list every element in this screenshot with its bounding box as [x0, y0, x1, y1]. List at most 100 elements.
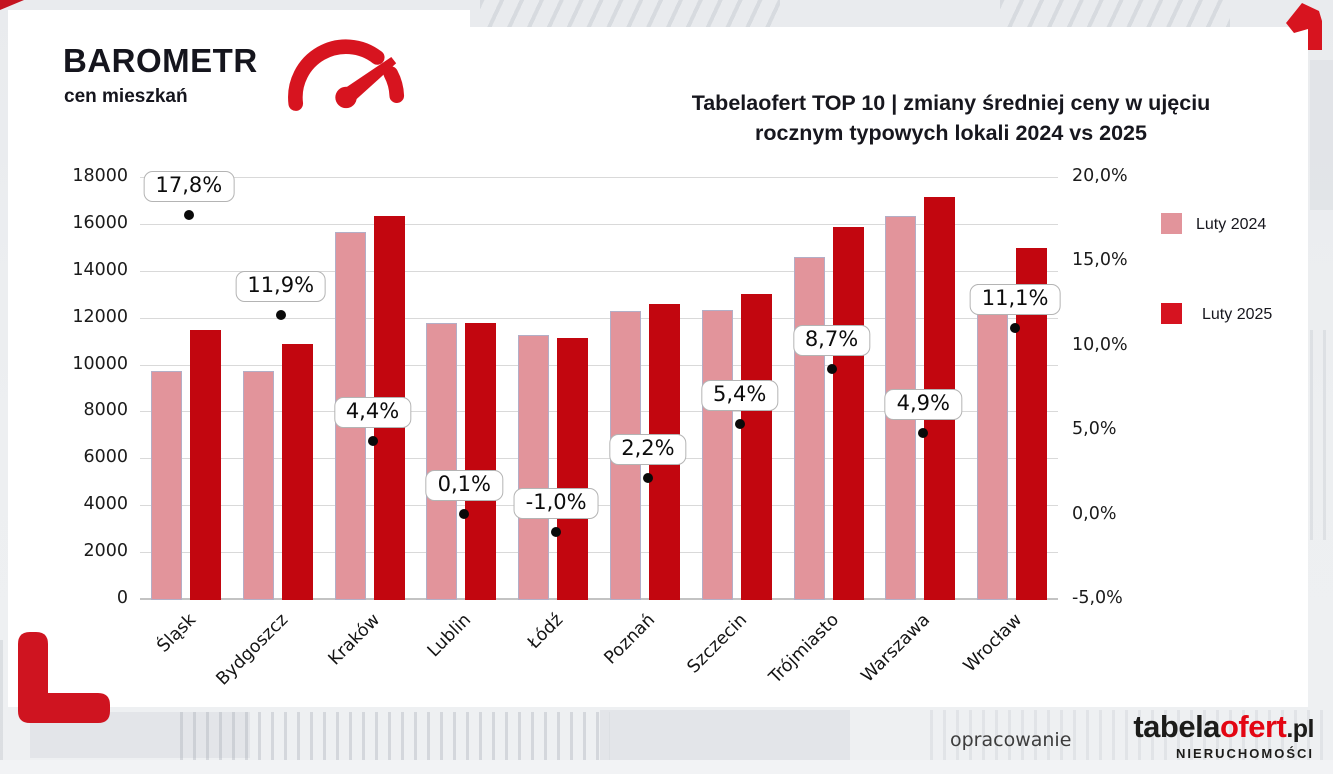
change-label-śląsk: 17,8%: [143, 171, 235, 203]
gridline: [140, 317, 1058, 319]
gridline: [140, 270, 1058, 272]
change-marker-lublin: [459, 508, 470, 519]
barometer-gauge-icon: [288, 39, 405, 111]
gridline: [140, 364, 1058, 366]
y-axis-right-tick-label: 0,0%: [1072, 503, 1117, 524]
background-buildings: [480, 0, 780, 27]
red-corner-decoration: [0, 0, 24, 10]
legend-swatch-2024: [1161, 213, 1182, 234]
bar-2025-szczecin: [740, 294, 772, 600]
change-marker-warszawa: [918, 427, 929, 438]
gridline: [140, 458, 1058, 460]
bar-2024-wrocław: [977, 283, 1009, 600]
logo-nieruchomosci: NIERUCHOMOŚCI: [1176, 746, 1314, 761]
brand-subtitle: cen mieszkań: [64, 86, 188, 107]
y-axis-right-tick-label: 15,0%: [1072, 250, 1128, 271]
y-axis-tick-label: 14000: [72, 259, 128, 280]
change-marker-kraków: [367, 436, 378, 447]
change-label-warszawa: 4,9%: [884, 388, 962, 420]
x-axis-label-warszawa: Warszawa: [857, 610, 935, 687]
background-buildings: [0, 640, 8, 770]
background-buildings: [1000, 0, 1230, 27]
background-buildings: [0, 760, 1333, 774]
legend-label-2024: Luty 2024: [1196, 216, 1267, 233]
red-l-decoration: [18, 632, 110, 723]
change-marker-szczecin: [734, 419, 745, 430]
bar-2025-łódź: [557, 337, 589, 600]
chart-title-line1: Tabelaofert TOP 10 | zmiany średniej cen…: [691, 91, 1211, 115]
tabelaofert-logo: tabelaofert.pl NIERUCHOMOŚCI: [1088, 709, 1314, 761]
change-marker-śląsk: [183, 210, 194, 221]
y-axis-right-tick-label: 5,0%: [1072, 419, 1117, 440]
red-arrow-decoration: [1286, 3, 1322, 50]
change-label-lublin: 0,1%: [425, 469, 503, 501]
bar-2025-bydgoszcz: [281, 343, 313, 600]
x-axis-label-wrocław: Wrocław: [959, 610, 1027, 677]
footer-credit: opracowanie: [950, 729, 1072, 751]
x-axis-label-bydgoszcz: Bydgoszcz: [212, 610, 292, 690]
bar-2024-śląsk: [150, 370, 182, 600]
background-buildings: [1310, 60, 1333, 210]
logo-ofert: ofert: [1219, 709, 1287, 744]
x-axis-label-szczecin: Szczecin: [683, 610, 751, 678]
y-axis-right-tick-label: 20,0%: [1072, 166, 1128, 186]
change-marker-trójmiasto: [826, 363, 837, 374]
y-axis-tick-label: 12000: [72, 306, 128, 327]
x-axis: Śląsk Bydgoszcz Kraków Lublin Łódź Poznań Szcz…: [140, 610, 1058, 710]
y-axis-tick-label: 0: [116, 588, 128, 608]
y-axis-left: 0 2000 4000 6000 8000 10000 12000 14000 16000 180…: [0, 166, 128, 608]
change-label-poznań: 2,2%: [609, 434, 687, 466]
y-axis-right: 20,0% 15,0% 10,0% 5,0% 0,0% -5,0%: [1072, 166, 1162, 608]
x-axis-label-łódź: Łódź: [524, 610, 568, 654]
legend-label-2025: Luty 2025: [1202, 306, 1273, 323]
gridline: [140, 505, 1058, 507]
logo-tabela: tabela: [1133, 709, 1220, 744]
bar-2025-śląsk: [189, 329, 221, 600]
bar-2025-trójmiasto: [832, 226, 864, 600]
y-axis-tick-label: 2000: [83, 541, 128, 562]
chart-title-line2: rocznym typowych lokali 2024 vs 2025: [755, 121, 1147, 145]
gridline: [140, 552, 1058, 554]
logo-pl: .pl: [1286, 715, 1314, 743]
plot-area: 17,8% 11,9% 4,4% 0,1% -1,0% 2,2% 5,4% 8,7% 4,9% 1…: [140, 171, 1061, 600]
change-label-łódź: -1,0%: [513, 488, 599, 520]
y-axis-tick-label: 10000: [72, 353, 128, 374]
legend-swatch-2025: [1161, 303, 1182, 324]
y-axis-right-tick-label: 10,0%: [1072, 334, 1128, 355]
change-marker-bydgoszcz: [275, 309, 286, 320]
chart-card: [8, 10, 470, 30]
change-label-bydgoszcz: 11,9%: [235, 270, 327, 302]
bar-2024-lublin: [426, 323, 458, 600]
background-buildings: [1310, 330, 1333, 540]
bar-2025-lublin: [465, 323, 497, 600]
bar-2024-szczecin: [701, 310, 733, 600]
y-axis-tick-label: 16000: [72, 212, 128, 233]
bar-2024-bydgoszcz: [242, 370, 274, 600]
x-axis-label-poznań: Poznań: [600, 610, 660, 669]
background-buildings: [600, 710, 850, 760]
y-axis-tick-label: 6000: [83, 447, 128, 468]
gridline: [140, 223, 1058, 225]
chart-title: Tabelaofert TOP 10 | zmiany średniej cen…: [668, 88, 1234, 148]
gridline: [140, 411, 1058, 413]
x-axis-label-kraków: Kraków: [324, 610, 384, 670]
y-axis-tick-label: 18000: [72, 166, 128, 186]
change-label-trójmiasto: 8,7%: [792, 324, 871, 356]
y-axis-tick-label: 8000: [83, 400, 128, 421]
brand-title: BAROMETR: [63, 42, 258, 79]
background-buildings: [180, 712, 610, 760]
bar-2024-łódź: [518, 335, 550, 600]
x-axis-label-lublin: Lublin: [424, 610, 476, 662]
change-marker-poznań: [642, 473, 653, 484]
y-axis-tick-label: 4000: [83, 494, 128, 515]
bar-2024-trójmiasto: [793, 256, 825, 600]
tabelaofert-logo-text: tabelaofert.pl: [1088, 709, 1314, 745]
change-label-kraków: 4,4%: [333, 397, 412, 429]
gridline: [140, 177, 1058, 178]
gridline: [140, 598, 1058, 600]
change-marker-wrocław: [1010, 323, 1021, 334]
x-axis-label-trójmiasto: Trójmiasto: [764, 610, 843, 688]
y-axis-right-tick-label: -5,0%: [1072, 588, 1123, 608]
change-marker-łódź: [551, 527, 562, 538]
